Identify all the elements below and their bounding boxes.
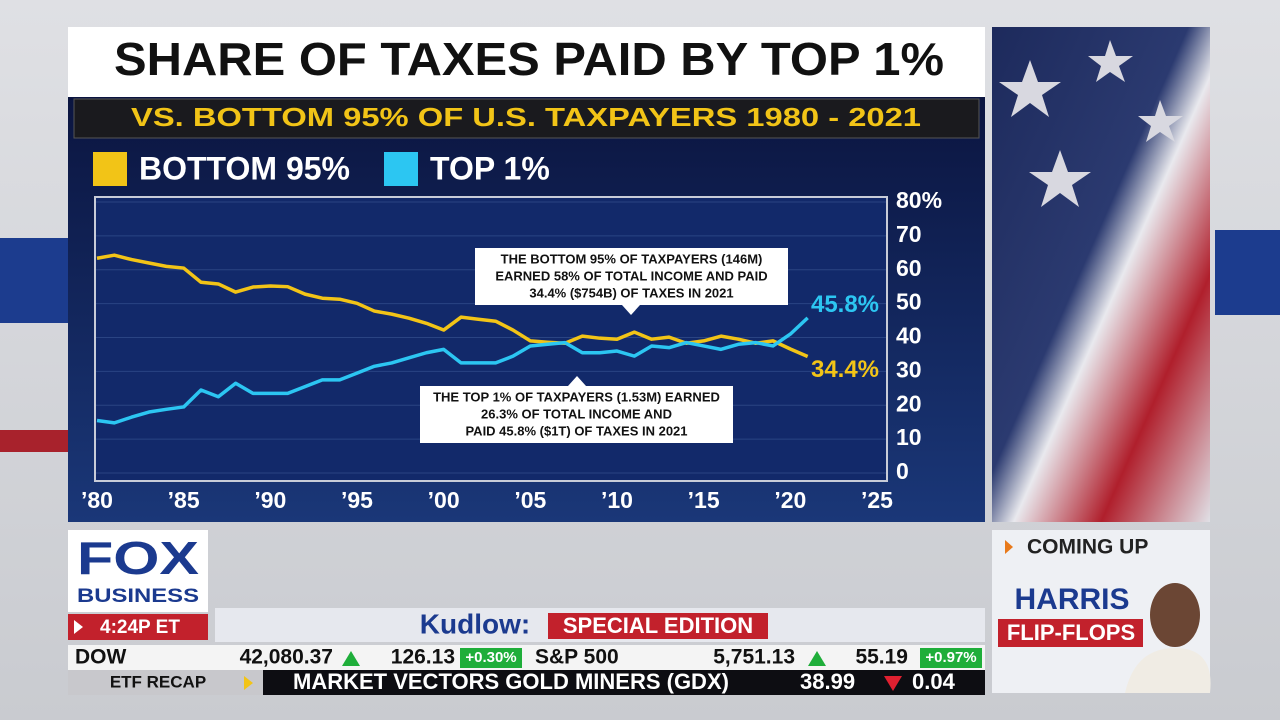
legend-swatch [93, 152, 127, 186]
logo-business: BUSINESS [77, 586, 199, 607]
ticker-index: S&P 500 [535, 646, 619, 669]
time: 4:24P ET [100, 617, 180, 638]
bg-stripe [1215, 230, 1280, 315]
x-tick-label: ’15 [688, 487, 720, 513]
flag-image [992, 27, 1210, 522]
legend-label: BOTTOM 95% [139, 150, 350, 186]
crawl-change: 0.04 [912, 669, 956, 694]
chart: 0 10 20 30 40 50 60 70 80% ’80 ’85 ’90 ’95 ’00 ’05 ’10 ’… [81, 150, 942, 513]
y-tick-label: 10 [896, 424, 922, 450]
x-tick-label: ’80 [81, 487, 113, 513]
annotation-text: 34.4% ($754B) OF TAXES IN 2021 [529, 285, 733, 300]
promo-arrow [1005, 540, 1013, 554]
promo-line: HARRIS [1014, 583, 1129, 616]
x-tick-label: ’95 [341, 487, 373, 513]
person-body [1125, 648, 1211, 693]
up-arrow [808, 651, 826, 666]
crawl-label-box [68, 670, 263, 695]
x-tick-label: ’05 [514, 487, 546, 513]
ticker-index: DOW [75, 646, 127, 669]
person-head [1150, 583, 1200, 647]
x-tick-label: ’85 [168, 487, 200, 513]
logo-fox: FOX [77, 532, 199, 584]
legend-label: TOP 1% [430, 150, 550, 186]
annotation-text: THE TOP 1% OF TAXPAYERS (1.53M) EARNED [433, 389, 720, 404]
y-tick-label: 60 [896, 255, 922, 281]
end-label: 45.8% [811, 291, 879, 318]
y-tick-label: 40 [896, 323, 922, 349]
series-line [96, 316, 809, 425]
down-arrow [884, 676, 902, 691]
ticker-change: 126.13 [391, 646, 455, 669]
y-tick-label: 70 [896, 221, 922, 247]
y-tick-label: 30 [896, 356, 922, 382]
crawl-text: MARKET VECTORS GOLD MINERS (GDX) [293, 669, 729, 694]
ticker-pct: +0.97% [925, 649, 976, 666]
x-tick-label: ’00 [428, 487, 460, 513]
promo-box [998, 619, 1143, 647]
x-tick-label: ’20 [774, 487, 806, 513]
pct-box [460, 648, 522, 668]
bg-stripe [0, 430, 68, 452]
time-bar [68, 614, 208, 640]
annotation-pointer [622, 305, 640, 315]
annotation-text: THE BOTTOM 95% OF TAXPAYERS (146M) [501, 251, 763, 266]
chart-subtitle: VS. BOTTOM 95% OF U.S. TAXPAYERS 1980 - … [131, 102, 921, 132]
crawl-price: 38.99 [800, 669, 855, 694]
ticker-price: 42,080.37 [240, 646, 333, 669]
ticker-price: 5,751.13 [713, 646, 795, 669]
annotation-text: 26.3% OF TOTAL INCOME AND [481, 406, 672, 421]
crawl-arrow [244, 676, 253, 690]
ticker-change: 55.19 [855, 646, 908, 669]
y-tick-label: 0 [896, 458, 909, 484]
x-tick-label: ’10 [601, 487, 633, 513]
time-arrow [74, 620, 83, 634]
x-tick-label: ’25 [861, 487, 893, 513]
pct-box [920, 648, 982, 668]
annotation-text: EARNED 58% OF TOTAL INCOME AND PAID [495, 268, 767, 283]
show-tag-box [548, 613, 768, 639]
annotation-pointer [568, 376, 586, 386]
annotation-box [475, 248, 788, 305]
crawl-label: ETF RECAP [110, 672, 206, 691]
bg-stripe [0, 238, 68, 323]
up-arrow [342, 651, 360, 666]
y-tick-label: 80% [896, 187, 942, 213]
show-name: Kudlow: [420, 608, 530, 639]
annotation-text: PAID 45.8% ($1T) OF TAXES IN 2021 [465, 423, 687, 438]
logo-box [68, 530, 208, 612]
title-bar [68, 27, 985, 97]
subtitle-bar [73, 98, 980, 139]
ticker-bar [68, 645, 985, 670]
x-tick-label: ’90 [254, 487, 286, 513]
chart-title: SHARE OF TAXES PAID BY TOP 1% [114, 33, 944, 85]
show-tag: SPECIAL EDITION [563, 613, 753, 638]
promo-line: FLIP-FLOPS [1007, 620, 1135, 645]
y-tick-label: 20 [896, 390, 922, 416]
y-tick-label: 50 [896, 289, 922, 315]
annotation-box [420, 386, 733, 443]
coming-up: COMING UP [1027, 536, 1148, 559]
end-label: 34.4% [811, 356, 879, 383]
ticker-pct: +0.30% [465, 649, 516, 666]
legend-swatch [384, 152, 418, 186]
